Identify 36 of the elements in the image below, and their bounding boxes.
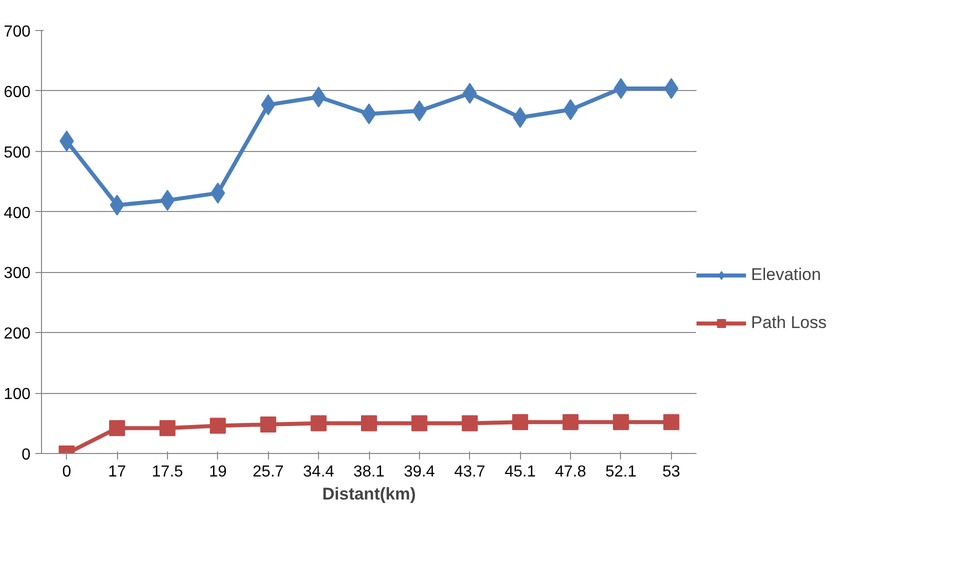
y-tick-label: 200 bbox=[4, 326, 31, 343]
point bbox=[612, 414, 629, 430]
point bbox=[109, 420, 126, 436]
point bbox=[411, 415, 428, 432]
point bbox=[361, 415, 377, 432]
point bbox=[562, 414, 579, 430]
y-tick-label: 700 bbox=[4, 24, 31, 40]
legend-label: Path Loss bbox=[751, 313, 827, 333]
legend-label: Elevation bbox=[751, 265, 821, 285]
x-tick-label: 0 bbox=[62, 464, 72, 480]
x-tick-label: 43.7 bbox=[454, 464, 486, 480]
x-axis-title: Distant(km) bbox=[322, 484, 416, 504]
x-tick-label: 17 bbox=[108, 464, 126, 480]
x-tick-label: 38.1 bbox=[353, 464, 385, 480]
point bbox=[663, 414, 680, 430]
x-tick-label: 39.4 bbox=[404, 464, 436, 480]
point bbox=[512, 414, 528, 430]
point bbox=[210, 418, 226, 434]
x-tick-label: 52.1 bbox=[605, 464, 637, 480]
point bbox=[462, 415, 478, 432]
y-tick-label: 400 bbox=[4, 204, 31, 222]
y-tick-label: 600 bbox=[4, 84, 31, 101]
y-tick-label: 500 bbox=[4, 144, 31, 162]
point bbox=[310, 415, 327, 432]
y-tick-label: 100 bbox=[4, 386, 31, 404]
point bbox=[159, 420, 176, 436]
x-tick-label: 47.8 bbox=[554, 464, 586, 480]
x-tick-label: 17.5 bbox=[152, 464, 184, 480]
x-tick-label: 19 bbox=[208, 464, 227, 480]
x-tick-label: 25.7 bbox=[252, 464, 284, 480]
x-tick-label: 53 bbox=[662, 464, 680, 480]
y-tick-label: 0 bbox=[22, 446, 31, 464]
x-tick-label: 34.4 bbox=[303, 464, 334, 480]
point bbox=[260, 416, 276, 432]
x-tick-label: 45.1 bbox=[504, 464, 536, 480]
y-tick-label: 300 bbox=[4, 265, 31, 282]
